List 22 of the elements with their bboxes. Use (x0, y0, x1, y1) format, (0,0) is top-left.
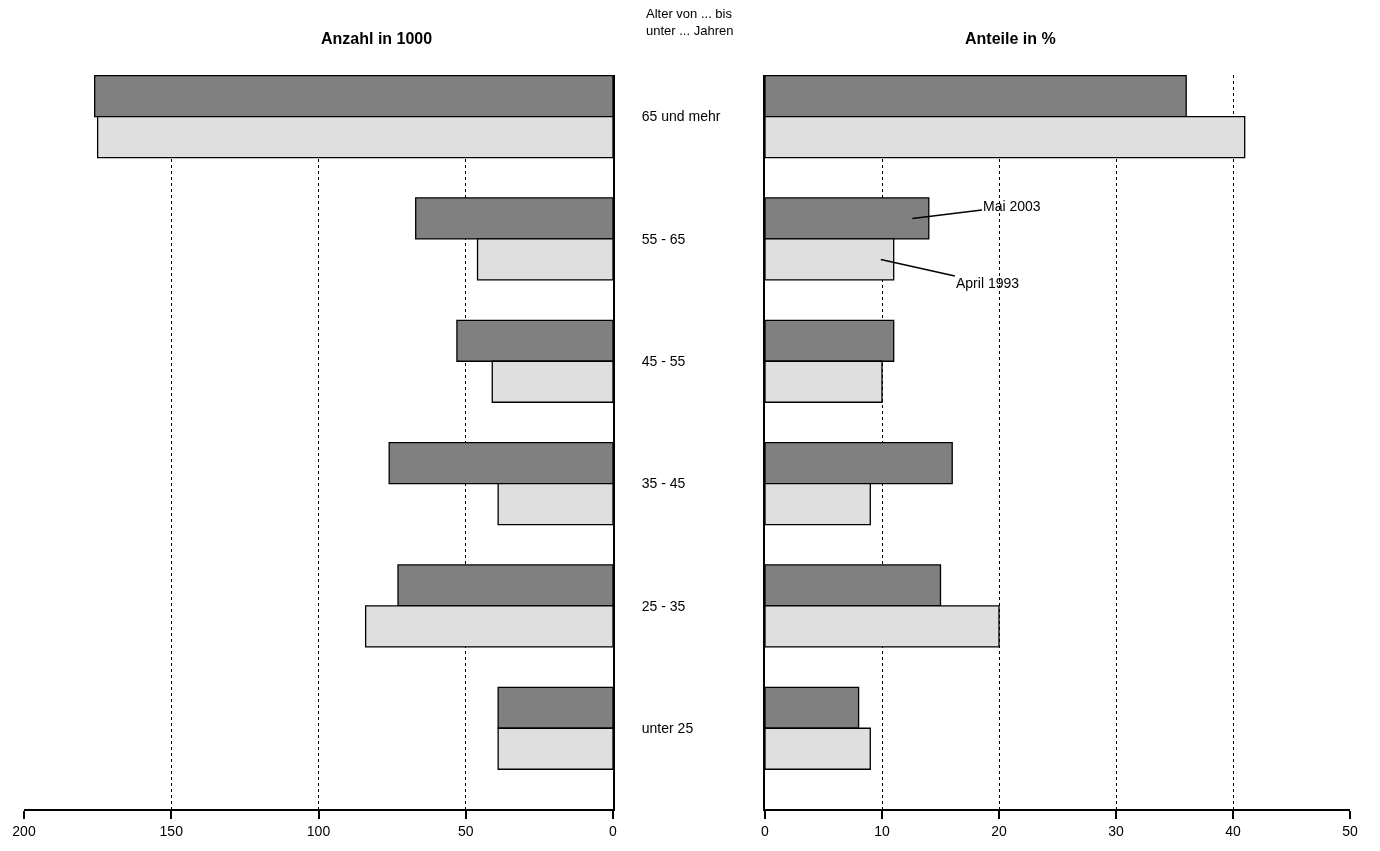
x-tick-label: 50 (457, 822, 474, 839)
x-tick-label: 10 (874, 822, 890, 839)
x-tick-label: 30 (1108, 822, 1124, 839)
y-tick-label: 25 - 35 (641, 597, 686, 614)
y-tick-label: 45 - 55 (641, 353, 686, 370)
chart-title: Anzahl in 1000 (321, 30, 433, 47)
x-tick-label: 200 (12, 822, 36, 839)
y-tick-label: 55 - 65 (641, 230, 686, 247)
text: Alter von ... bis unter ... Jahren (646, 6, 734, 38)
y-tick-label: 65 und mehr (641, 108, 721, 125)
legend-label: Mai 2003 (983, 198, 1041, 214)
text: April 1993 (956, 275, 1020, 291)
x-tick-label: 20 (991, 822, 1007, 839)
chart-title: Anteile in % (965, 30, 1056, 47)
x-tick-label: 150 (159, 822, 184, 839)
x-tick-label: 100 (306, 822, 331, 839)
y-tick-label: unter 25 (641, 720, 694, 737)
x-tick-label: 50 (1342, 822, 1358, 839)
y-tick-label: 35 - 45 (641, 475, 686, 492)
x-tick-label: 0 (609, 822, 618, 839)
x-tick-label: 0 (761, 822, 770, 839)
x-tick-label: 40 (1225, 822, 1241, 839)
